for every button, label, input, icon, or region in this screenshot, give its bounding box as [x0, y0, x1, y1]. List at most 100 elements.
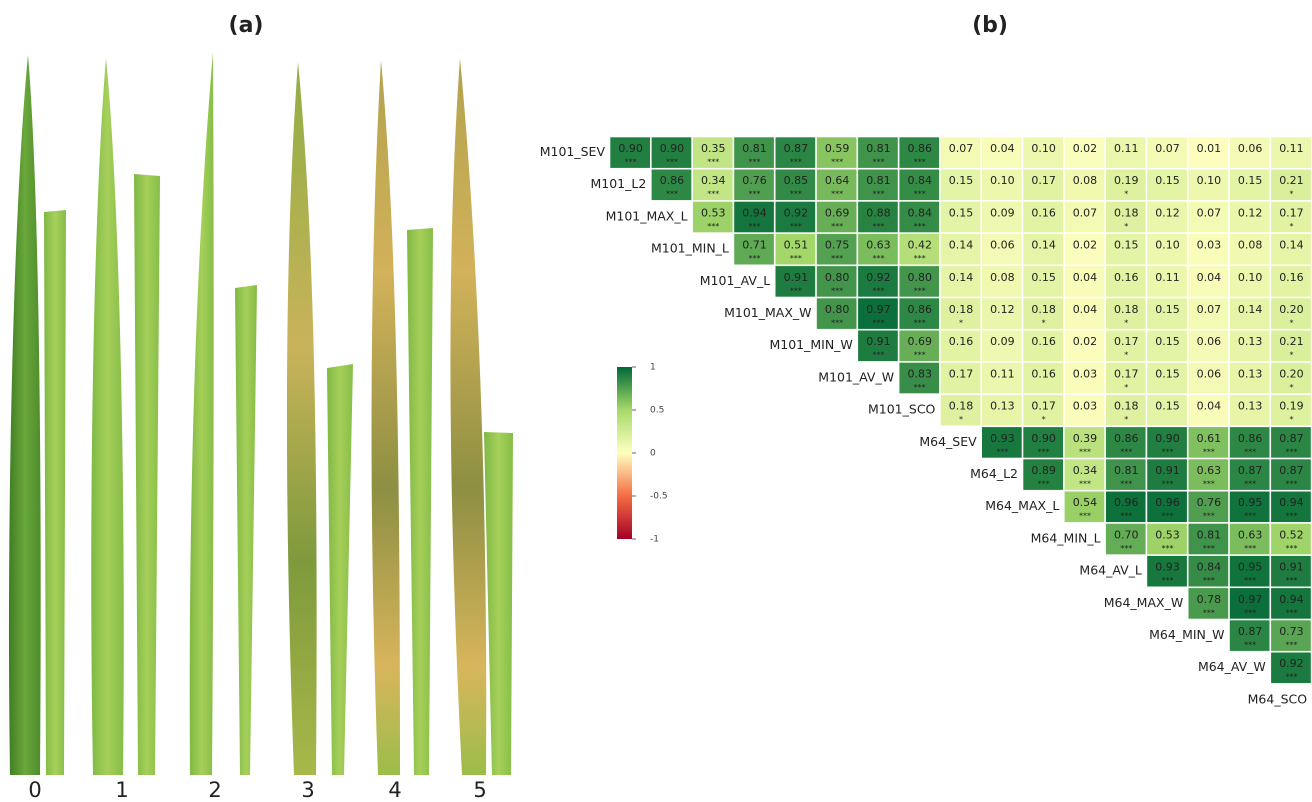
leaf: [450, 58, 486, 775]
cell-value: 0.76: [742, 174, 767, 187]
significance: ***: [1162, 544, 1174, 553]
cell-value: 0.15: [1155, 335, 1180, 348]
significance: *: [1042, 415, 1046, 424]
cell-value: 0.86: [660, 174, 685, 187]
significance: ***: [1120, 512, 1132, 521]
cell-value: 0.14: [1031, 239, 1056, 252]
cell-value: 0.14: [1238, 303, 1263, 316]
cell-value: 0.15: [1155, 174, 1180, 187]
cell-value: 0.04: [990, 142, 1015, 155]
cell-value: 0.12: [1238, 206, 1263, 219]
cell-value: 0.07: [1197, 303, 1222, 316]
row-label: M101_AV_W: [818, 369, 894, 384]
significance: ***: [1244, 544, 1256, 553]
significance: *: [1289, 351, 1293, 360]
row-label: M101_MAX_W: [724, 305, 811, 320]
significance: ***: [1162, 447, 1174, 456]
cell-value: 0.90: [618, 142, 643, 155]
cell-value: 0.78: [1197, 593, 1222, 606]
cell-value: 0.02: [1073, 239, 1098, 252]
cell-value: 0.09: [990, 206, 1015, 219]
cell-value: 0.81: [742, 142, 767, 155]
significance: ***: [1244, 576, 1256, 585]
cell-value: 0.17: [1031, 400, 1056, 413]
cell-value: 0.21: [1279, 174, 1304, 187]
row-label: M64_MIN_W: [1149, 627, 1224, 642]
significance: ***: [1038, 480, 1050, 489]
significance: ***: [872, 319, 884, 328]
cell-value: 0.15: [1155, 303, 1180, 316]
panel-title: (a): [229, 13, 264, 38]
row-label: M64_SCO: [1248, 691, 1308, 706]
significance: ***: [625, 158, 637, 167]
row-label: M101_MIN_L: [651, 241, 729, 256]
significance: ***: [914, 254, 926, 263]
cell-value: 0.17: [1114, 335, 1139, 348]
row-label: M101_MIN_W: [769, 337, 852, 352]
significance: ***: [666, 158, 678, 167]
cell-value: 0.16: [1031, 206, 1056, 219]
cell-value: 0.09: [990, 335, 1015, 348]
leaf: [190, 52, 214, 775]
cell-value: 0.97: [866, 303, 891, 316]
cell-value: 0.16: [1031, 335, 1056, 348]
cell-value: 0.63: [1238, 528, 1263, 541]
leaf: [372, 60, 400, 775]
significance: *: [1124, 222, 1128, 231]
colorbar-tick-label: 0: [650, 449, 656, 459]
cell-value: 0.06: [1238, 142, 1263, 155]
significance: *: [1289, 222, 1293, 231]
cell-value: 0.61: [1197, 432, 1222, 445]
cell-value: 0.35: [701, 142, 726, 155]
significance: ***: [831, 222, 843, 231]
cell-value: 0.08: [1238, 239, 1263, 252]
cell-value: 0.14: [1279, 239, 1304, 252]
cell-value: 0.13: [990, 400, 1015, 413]
cell-value: 0.89: [1031, 464, 1056, 477]
cell-value: 0.86: [908, 303, 933, 316]
cell-value: 0.87: [1279, 432, 1304, 445]
significance: ***: [1285, 512, 1297, 521]
significance: ***: [914, 190, 926, 199]
cell-value: 0.91: [784, 271, 809, 284]
cell-value: 0.11: [1114, 142, 1139, 155]
significance: *: [1124, 351, 1128, 360]
significance: ***: [666, 190, 678, 199]
cell-value: 0.92: [866, 271, 891, 284]
cell-value: 0.96: [1155, 496, 1180, 509]
significance: ***: [1285, 576, 1297, 585]
cell-value: 0.19: [1279, 400, 1304, 413]
significance: *: [1124, 319, 1128, 328]
cell-value: 0.04: [1073, 303, 1098, 316]
score-label: 5: [473, 778, 486, 802]
colorbar-tick-label: 1: [650, 363, 656, 373]
significance: *: [1124, 415, 1128, 424]
cell-value: 0.83: [908, 367, 933, 380]
row-label: M64_MAX_L: [985, 498, 1059, 513]
significance: ***: [872, 254, 884, 263]
significance: ***: [914, 286, 926, 295]
leaf: [327, 364, 353, 775]
leaf: [287, 62, 317, 775]
colorbar-tick-label: -0.5: [650, 492, 668, 502]
cell-value: 0.06: [990, 239, 1015, 252]
cell-value: 0.80: [908, 271, 933, 284]
significance: ***: [872, 286, 884, 295]
cell-value: 0.53: [701, 206, 726, 219]
cell-value: 0.11: [1279, 142, 1304, 155]
cell-value: 0.34: [1073, 464, 1098, 477]
cell-value: 0.90: [1031, 432, 1056, 445]
cell-value: 0.10: [1155, 239, 1180, 252]
cell-value: 0.93: [990, 432, 1015, 445]
leaf: [134, 174, 160, 775]
score-label: 4: [388, 778, 401, 802]
colorbar-tick-label: -1: [650, 535, 659, 545]
cell-value: 0.11: [1155, 271, 1180, 284]
significance: *: [1042, 319, 1046, 328]
cell-value: 0.13: [1238, 400, 1263, 413]
cell-value: 0.15: [949, 174, 974, 187]
cell-value: 0.16: [949, 335, 974, 348]
cell-value: 0.84: [908, 174, 933, 187]
colorbar: [617, 367, 632, 539]
row-label: M64_AV_W: [1198, 659, 1266, 674]
